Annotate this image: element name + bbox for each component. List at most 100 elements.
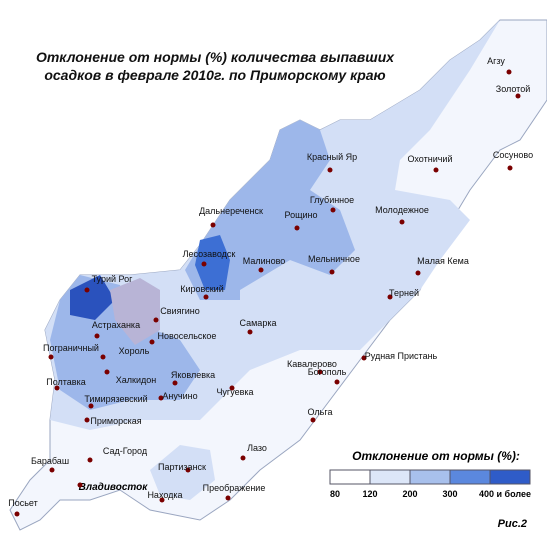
station-dot bbox=[172, 380, 178, 386]
station-label: Находка bbox=[147, 490, 182, 500]
zone-120 bbox=[150, 445, 215, 500]
station-dot bbox=[84, 417, 90, 423]
station-label: Мельничное bbox=[308, 254, 360, 264]
station-dot bbox=[258, 267, 264, 273]
zone-neutral bbox=[110, 278, 160, 345]
legend-label: 400 и более bbox=[479, 489, 531, 499]
station-label: Малиново bbox=[243, 256, 286, 266]
station-dot bbox=[399, 219, 405, 225]
legend-swatch bbox=[489, 469, 531, 485]
station-dot bbox=[84, 287, 90, 293]
station-dot bbox=[229, 385, 235, 391]
station-label: Красный Яр bbox=[307, 152, 357, 162]
station-label: Глубинное bbox=[310, 195, 354, 205]
station-dot bbox=[361, 355, 367, 361]
legend-label: 120 bbox=[362, 489, 377, 499]
station-label: Тимирязевский bbox=[84, 394, 147, 404]
station-dot bbox=[149, 339, 155, 345]
station-label: Кавалерово bbox=[287, 359, 337, 369]
station-label: Дальнереченск bbox=[199, 206, 263, 216]
station-label: Самарка bbox=[240, 318, 277, 328]
station-dot bbox=[87, 457, 93, 463]
station-label: Сад-Город bbox=[103, 446, 148, 456]
station-label: Приморская bbox=[90, 416, 141, 426]
station-label: Рудная Пристань bbox=[365, 351, 438, 361]
station-dot bbox=[507, 165, 513, 171]
station-label: Молодежное bbox=[375, 205, 429, 215]
station-dot bbox=[387, 294, 393, 300]
station-dot bbox=[506, 69, 512, 75]
station-label: Преображение bbox=[203, 483, 266, 493]
station-label: Халкидон bbox=[116, 375, 156, 385]
station-dot bbox=[294, 225, 300, 231]
station-dot bbox=[185, 467, 191, 473]
legend-label: 80 bbox=[330, 489, 340, 499]
station-dot bbox=[100, 354, 106, 360]
city-dot bbox=[77, 482, 83, 488]
station-label: Полтавка bbox=[46, 377, 85, 387]
station-dot bbox=[317, 369, 323, 375]
station-label: Чугуевка bbox=[216, 387, 253, 397]
station-label: Сосуново bbox=[493, 150, 533, 160]
station-dot bbox=[240, 455, 246, 461]
city-label: Владивосток bbox=[79, 482, 149, 493]
title-line: осадков в феврале 2010г. по Приморскому … bbox=[44, 67, 385, 83]
station-dot bbox=[153, 317, 159, 323]
station-label: Золотой bbox=[496, 84, 530, 94]
station-label: Ольга bbox=[308, 407, 333, 417]
legend-swatch bbox=[449, 469, 491, 485]
legend-swatch bbox=[329, 469, 371, 485]
territory bbox=[9, 19, 547, 531]
station-dot bbox=[225, 495, 231, 501]
station-label: Малая Кема bbox=[417, 256, 469, 266]
station-label: Пограничный bbox=[43, 343, 99, 353]
station-dot bbox=[334, 379, 340, 385]
station-dot bbox=[329, 269, 335, 275]
station-dot bbox=[94, 333, 100, 339]
station-dot bbox=[14, 511, 20, 517]
station-label: Яковлевка bbox=[171, 370, 215, 380]
station-label: Анучино bbox=[162, 391, 197, 401]
station-label: Астраханка bbox=[92, 320, 140, 330]
station-label: Кировский bbox=[180, 284, 223, 294]
station-label: Партизанск bbox=[158, 462, 206, 472]
station-dot bbox=[159, 497, 165, 503]
station-dot bbox=[415, 270, 421, 276]
figure-label: Рис.2 bbox=[498, 518, 527, 530]
station-dot bbox=[515, 93, 521, 99]
station-dot bbox=[310, 417, 316, 423]
station-dot bbox=[210, 222, 216, 228]
station-label: Барабаш bbox=[31, 456, 69, 466]
station-dot bbox=[49, 467, 55, 473]
station-label: Богополь bbox=[308, 367, 347, 377]
legend: 80 120 200 300 400 и более bbox=[329, 469, 531, 499]
station-label: Свиягино bbox=[160, 306, 199, 316]
legend-swatch bbox=[369, 469, 411, 485]
station-dot bbox=[327, 167, 333, 173]
station-dot bbox=[433, 167, 439, 173]
zone-400 bbox=[70, 275, 115, 320]
legend-title: Отклонение от нормы (%): bbox=[352, 449, 520, 463]
zone-300 bbox=[195, 235, 230, 290]
station-label: Посьет bbox=[8, 498, 38, 508]
station-label: Агзу bbox=[487, 56, 505, 66]
station-label: Охотничий bbox=[408, 154, 453, 164]
station-dot bbox=[203, 294, 209, 300]
station-label: Лесозаводск bbox=[183, 249, 236, 259]
station-label: Новосельское bbox=[158, 331, 217, 341]
legend-swatch bbox=[409, 469, 451, 485]
station-label: Хороль bbox=[119, 346, 150, 356]
station-dot bbox=[330, 207, 336, 213]
station-dot bbox=[201, 261, 207, 267]
station-label: Терней bbox=[389, 288, 419, 298]
station-label: Рощино bbox=[284, 210, 317, 220]
legend-label: 300 bbox=[442, 489, 457, 499]
station-dot bbox=[247, 329, 253, 335]
title-line: Отклонение от нормы (%) количества выпав… bbox=[36, 49, 395, 65]
station-dot bbox=[158, 395, 164, 401]
stations: Агзу Золотой Сосуново Охотничий Красный Яр Гл… bbox=[8, 56, 533, 517]
legend-label: 200 bbox=[402, 489, 417, 499]
station-label: Лазо bbox=[247, 443, 267, 453]
station-dot bbox=[48, 354, 54, 360]
station-label: Турий Рог bbox=[92, 274, 134, 284]
